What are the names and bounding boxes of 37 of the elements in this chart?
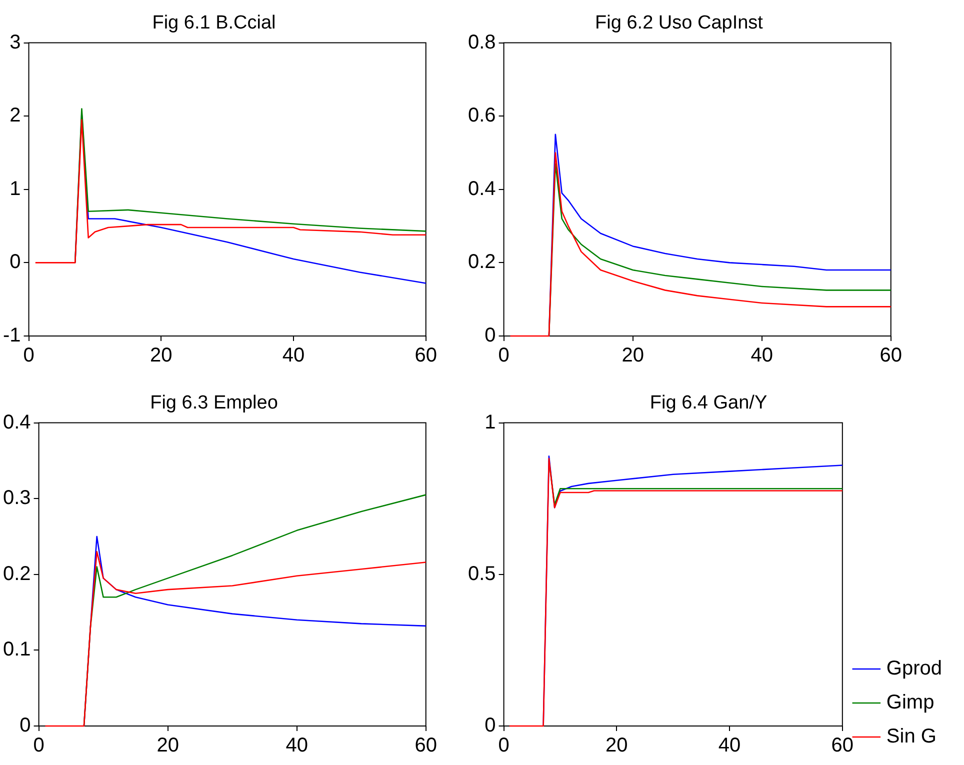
y-tick-label: 0	[20, 714, 31, 737]
x-tick-label: 60	[880, 344, 902, 367]
legend-label: Gprod	[886, 658, 942, 680]
y-tick-label: 1	[10, 178, 21, 200]
y-tick-label: 0.8	[468, 31, 496, 54]
y-tick-label: 0	[484, 714, 496, 737]
legend-label: Sin G	[886, 726, 936, 748]
legend-label: Gimp	[886, 692, 934, 714]
x-tick-label: 60	[414, 344, 437, 367]
x-tick-label: 60	[831, 734, 854, 757]
x-tick-label: 20	[156, 734, 179, 757]
y-tick-label: 1	[484, 411, 496, 434]
x-tick-label: 40	[286, 734, 308, 757]
x-tick-label: 20	[622, 344, 644, 367]
x-tick-label: 20	[606, 734, 628, 757]
y-tick-label: -1	[2, 324, 21, 347]
x-tick-label: 40	[718, 734, 741, 757]
x-tick-label: 40	[282, 344, 305, 367]
y-tick-label: 2	[10, 104, 21, 127]
x-tick-label: 60	[414, 734, 437, 757]
x-tick-label: 20	[150, 344, 172, 367]
y-tick-label: 0.4	[2, 411, 31, 434]
x-tick-label: 40	[750, 344, 773, 367]
chart-title: Fig 6.2 Uso CapInst	[595, 12, 764, 34]
chart-title: Fig 6.1 B.Ccial	[152, 12, 276, 34]
y-tick-label: 0.1	[2, 638, 31, 661]
y-tick-label: 0.2	[2, 562, 31, 585]
y-tick-label: 0.5	[468, 562, 496, 585]
y-tick-label: 0.3	[2, 487, 31, 510]
y-tick-label: 0.4	[468, 178, 496, 200]
y-tick-label: 0	[10, 251, 21, 274]
chart-title: Fig 6.3 Empleo	[150, 392, 278, 414]
y-tick-label: 3	[10, 31, 21, 54]
y-tick-label: 0	[484, 324, 496, 347]
y-tick-label: 0.2	[468, 251, 496, 274]
y-tick-label: 0.6	[468, 104, 496, 127]
chart-title: Fig 6.4 Gan/Y	[650, 392, 768, 414]
